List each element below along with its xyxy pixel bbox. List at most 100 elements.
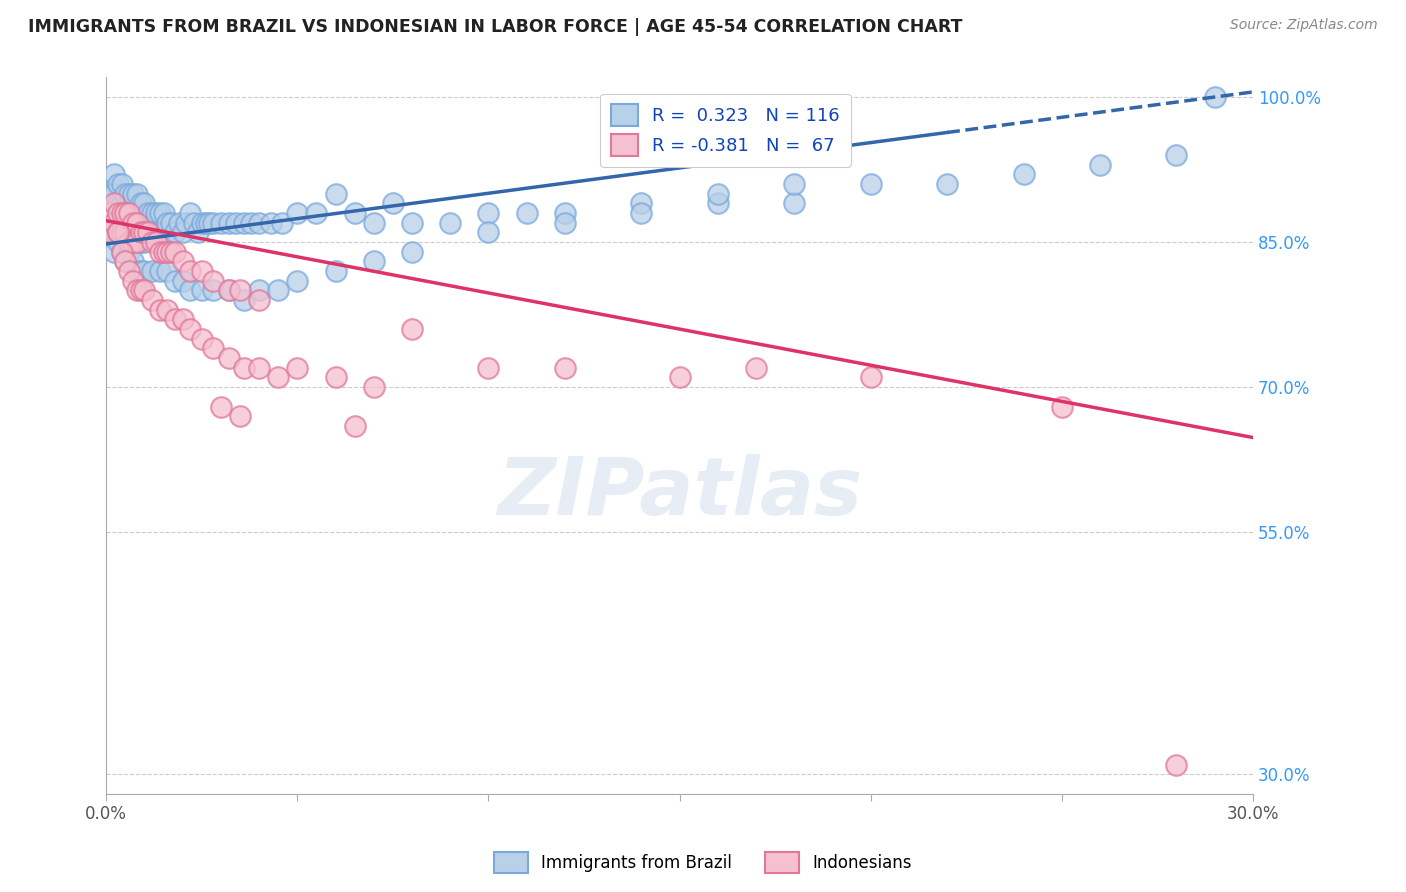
Point: [343, 418, 366, 433]
Point: [98, 206, 121, 220]
Legend: R =  0.323   N = 116, R = -0.381   N =  67: R = 0.323 N = 116, R = -0.381 N = 67: [600, 94, 851, 167]
Point: [363, 254, 385, 268]
Point: [783, 177, 806, 191]
Point: [114, 186, 136, 201]
Point: [554, 206, 576, 220]
Point: [706, 196, 728, 211]
Point: [125, 264, 148, 278]
Point: [267, 370, 290, 384]
Point: [1050, 400, 1073, 414]
Point: [103, 196, 125, 211]
Point: [229, 284, 252, 298]
Point: [176, 216, 198, 230]
Point: [114, 206, 136, 220]
Point: [187, 225, 209, 239]
Point: [439, 216, 461, 230]
Point: [1166, 148, 1188, 162]
Point: [183, 216, 205, 230]
Point: [122, 206, 145, 220]
Point: [194, 216, 217, 230]
Point: [103, 225, 125, 239]
Point: [172, 254, 194, 268]
Point: [122, 186, 145, 201]
Point: [668, 370, 690, 384]
Point: [125, 186, 148, 201]
Point: [172, 225, 194, 239]
Point: [202, 274, 225, 288]
Point: [98, 225, 121, 239]
Point: [630, 196, 652, 211]
Point: [401, 216, 423, 230]
Point: [198, 216, 221, 230]
Point: [118, 244, 141, 259]
Point: [218, 284, 240, 298]
Point: [401, 322, 423, 336]
Point: [172, 312, 194, 326]
Point: [305, 206, 328, 220]
Point: [149, 225, 172, 239]
Point: [172, 274, 194, 288]
Point: [103, 186, 125, 201]
Point: [107, 196, 129, 211]
Point: [114, 225, 136, 239]
Point: [118, 235, 141, 249]
Point: [145, 206, 167, 220]
Point: [136, 225, 159, 239]
Point: [167, 216, 190, 230]
Point: [98, 206, 121, 220]
Point: [110, 244, 132, 259]
Point: [107, 235, 129, 249]
Point: [285, 360, 308, 375]
Point: [325, 370, 347, 384]
Point: [163, 225, 186, 239]
Point: [125, 206, 148, 220]
Point: [1166, 757, 1188, 772]
Point: [179, 322, 201, 336]
Point: [783, 196, 806, 211]
Point: [118, 225, 141, 239]
Point: [110, 206, 132, 220]
Point: [136, 225, 159, 239]
Point: [122, 235, 145, 249]
Point: [163, 244, 186, 259]
Point: [179, 206, 201, 220]
Point: [118, 206, 141, 220]
Text: IMMIGRANTS FROM BRAZIL VS INDONESIAN IN LABOR FORCE | AGE 45-54 CORRELATION CHAR: IMMIGRANTS FROM BRAZIL VS INDONESIAN IN …: [28, 18, 963, 36]
Point: [103, 216, 125, 230]
Point: [477, 360, 499, 375]
Point: [107, 216, 129, 230]
Point: [218, 351, 240, 365]
Point: [110, 196, 132, 211]
Point: [247, 360, 270, 375]
Point: [554, 216, 576, 230]
Point: [516, 206, 538, 220]
Point: [125, 235, 148, 249]
Point: [859, 370, 882, 384]
Point: [152, 206, 174, 220]
Point: [381, 196, 404, 211]
Point: [1012, 167, 1035, 181]
Point: [114, 206, 136, 220]
Point: [110, 225, 132, 239]
Point: [129, 264, 152, 278]
Point: [107, 206, 129, 220]
Point: [325, 264, 347, 278]
Point: [859, 177, 882, 191]
Point: [477, 225, 499, 239]
Point: [343, 206, 366, 220]
Point: [363, 216, 385, 230]
Point: [191, 216, 214, 230]
Point: [110, 216, 132, 230]
Point: [103, 244, 125, 259]
Point: [285, 274, 308, 288]
Point: [163, 274, 186, 288]
Point: [107, 225, 129, 239]
Point: [141, 264, 163, 278]
Point: [271, 216, 294, 230]
Point: [103, 206, 125, 220]
Point: [160, 216, 183, 230]
Point: [202, 284, 225, 298]
Point: [134, 284, 156, 298]
Point: [125, 284, 148, 298]
Point: [156, 235, 179, 249]
